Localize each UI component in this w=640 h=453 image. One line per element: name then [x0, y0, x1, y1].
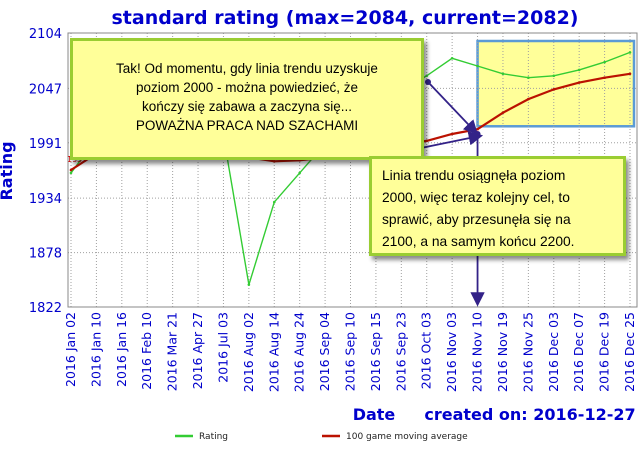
legend-entry: 100 game moving average — [346, 432, 468, 442]
y-tick-label: 1934 — [29, 192, 62, 207]
data-point — [552, 88, 556, 91]
x-tick-label: 2016 Sep 15 — [368, 312, 383, 391]
data-point — [69, 171, 73, 175]
anchor-point-marker — [425, 79, 431, 85]
x-tick-label: 2016 Aug 24 — [292, 312, 307, 392]
data-point — [501, 111, 505, 114]
note-line: 2000, więc teraz kolejny cel, to — [382, 190, 570, 205]
data-point — [272, 159, 276, 163]
x-tick-label: 2016 Sep 04 — [317, 312, 332, 391]
note-line: POWAŻNA PRACA NAD SZACHAMI — [135, 118, 359, 133]
x-tick-label: 2016 Jan 02 — [63, 312, 78, 387]
note-line: poziom 2000 - można powiedzieć, że — [135, 80, 359, 95]
arrow-note-top — [427, 81, 479, 135]
y-tick-label: 1991 — [29, 137, 62, 152]
x-tick-label: 2016 Nov 25 — [520, 312, 535, 392]
data-point — [603, 76, 606, 79]
data-point — [603, 60, 606, 64]
x-tick-label: 2016 Aug 02 — [241, 312, 256, 392]
data-point — [628, 72, 632, 76]
note-line: sprawić, aby przesunęła się na — [382, 212, 571, 227]
x-tick-label: 2016 Sep 10 — [343, 312, 358, 391]
created-on-label: created on: 2016-12-27 — [424, 405, 635, 424]
chart-title: standard rating (max=2084, current=2082) — [112, 7, 579, 29]
x-axis-label: Date — [353, 405, 396, 424]
y-tick-label: 1822 — [29, 301, 62, 316]
data-point — [476, 64, 479, 68]
plot-border — [67, 32, 638, 308]
annotation-note-bottom: Linia trendu osiągnęła poziom 2000, więc… — [369, 156, 626, 256]
data-point — [577, 81, 581, 84]
data-point — [628, 51, 632, 54]
legend-entry: Rating — [199, 432, 228, 442]
data-point — [69, 168, 73, 172]
data-point — [298, 171, 301, 175]
y-tick-label: 2047 — [29, 82, 62, 97]
legend: Rating 100 game moving average — [175, 432, 468, 442]
data-point — [425, 139, 429, 143]
data-point — [527, 76, 530, 79]
data-point — [425, 74, 429, 78]
note-line: kończy się zabawa a zaczyna się... — [141, 99, 353, 114]
y-tick-label: 1878 — [29, 247, 62, 262]
x-tick-label: 2016 Apr 27 — [190, 312, 205, 389]
y-tick-label: 2104 — [29, 27, 62, 42]
x-tick-label: 2016 Jul 03 — [215, 312, 230, 383]
x-tick-label: 2016 Dec 07 — [571, 312, 586, 392]
x-tick-label: 2016 Oct 03 — [419, 312, 434, 389]
x-tick-label: 2016 Aug 14 — [266, 312, 281, 392]
annotation-note-top: Tak! Od momentu, gdy linia trendu uzysku… — [70, 38, 424, 160]
y-axis-label: Rating — [0, 141, 16, 200]
x-tick-label: 2016 Nov 03 — [444, 312, 459, 392]
x-tick-label: 2016 Dec 19 — [597, 312, 612, 392]
x-tick-label: 2016 Nov 10 — [470, 312, 485, 392]
data-point — [476, 127, 479, 131]
x-tick-label: 2016 Dec 03 — [546, 312, 561, 392]
note-line: Linia trendu osiągnęła poziom — [382, 168, 566, 183]
data-point — [272, 200, 276, 204]
x-tick-label: 2016 Nov 19 — [495, 312, 510, 392]
note-line: 2100, a na samym końcu 2200. — [382, 234, 575, 249]
data-point — [552, 74, 556, 78]
x-tick-label: 2016 Feb 10 — [139, 312, 154, 390]
data-point — [450, 132, 454, 136]
x-tick-label: 2016 Mar 21 — [165, 312, 180, 391]
data-point — [527, 97, 530, 101]
data-point — [247, 283, 251, 286]
note-line: Tak! Od momentu, gdy linia trendu uzysku… — [116, 61, 378, 76]
data-point — [577, 68, 581, 72]
x-tick-label: 2016 Jan 16 — [114, 312, 129, 387]
trend-point-marker — [474, 131, 481, 138]
data-point — [450, 56, 454, 60]
x-tick-label: 2016 Sep 23 — [393, 312, 408, 391]
x-tick-label: 2016 Dec 25 — [622, 312, 637, 392]
data-point — [501, 72, 505, 76]
x-tick-label: 2016 Jan 10 — [88, 312, 103, 387]
